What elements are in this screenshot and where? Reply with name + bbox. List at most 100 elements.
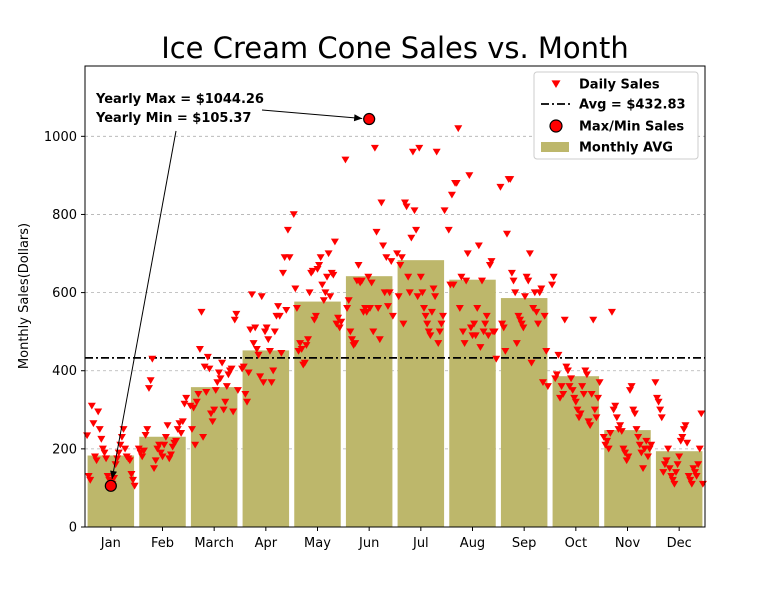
daily-sales-point xyxy=(397,254,406,262)
daily-sales-point xyxy=(252,346,261,353)
bar xyxy=(345,276,393,527)
daily-sales-point xyxy=(599,433,608,441)
daily-sales-point xyxy=(347,336,356,344)
daily-sales-point xyxy=(163,422,172,430)
daily-sales-point xyxy=(143,426,152,433)
extreme-marker xyxy=(363,112,376,126)
daily-sales-point xyxy=(520,293,529,301)
daily-sales-point xyxy=(506,176,515,183)
daily-sales-point xyxy=(264,336,273,344)
daily-sales-point xyxy=(471,332,480,340)
daily-sales-point xyxy=(413,293,422,301)
daily-sales-point xyxy=(684,473,693,480)
daily-sales-point xyxy=(130,482,139,490)
daily-sales-point xyxy=(188,426,196,433)
daily-sales-point xyxy=(354,262,363,269)
daily-sales-point xyxy=(344,297,353,305)
daily-sales-point xyxy=(269,367,278,375)
daily-sales-point xyxy=(182,394,191,402)
daily-sales-point xyxy=(151,457,160,465)
daily-sales-point xyxy=(318,281,327,289)
daily-sales-point xyxy=(573,406,582,414)
daily-sales-point xyxy=(592,414,601,422)
daily-sales-point xyxy=(98,445,107,453)
daily-sales-point xyxy=(665,465,674,472)
daily-sales-point xyxy=(394,293,403,301)
daily-sales-point xyxy=(647,441,656,449)
annotation-arrow-line xyxy=(261,109,363,119)
daily-sales-point xyxy=(285,254,294,262)
daily-sales-point xyxy=(246,326,255,334)
daily-sales-point xyxy=(259,379,268,387)
daily-sales-point xyxy=(232,310,241,318)
daily-sales-point xyxy=(437,320,446,328)
daily-sales-point xyxy=(424,328,433,336)
legend-label: Daily Sales xyxy=(579,78,660,93)
daily-sales-point xyxy=(534,320,543,328)
x-axis: Jan Feb March Apr May Jun Jul Aug Sep Oct Nov Dec xyxy=(100,527,692,551)
daily-sales-point xyxy=(177,430,186,437)
daily-sales-point xyxy=(635,441,644,449)
daily-sales-point xyxy=(191,441,200,449)
daily-sales-point xyxy=(432,148,441,156)
daily-sales-point xyxy=(173,426,182,433)
legend-label: Monthly AVG xyxy=(579,141,673,156)
daily-sales-point xyxy=(161,433,170,441)
daily-sales-point xyxy=(213,379,222,387)
daily-sales-point xyxy=(324,250,333,258)
daily-sales-point xyxy=(229,408,238,416)
daily-sales-point xyxy=(364,273,373,281)
daily-sales-point xyxy=(681,422,690,430)
daily-sales-point xyxy=(594,394,602,402)
annotation-arrow-head xyxy=(110,470,117,479)
daily-sales-point xyxy=(297,346,306,353)
daily-sales-point xyxy=(214,369,223,377)
daily-sales-point xyxy=(487,258,496,265)
daily-sales-point xyxy=(208,418,217,426)
daily-sales-point xyxy=(375,336,384,344)
daily-sales-point xyxy=(470,320,479,328)
daily-sales-point xyxy=(302,342,311,349)
daily-sales-point xyxy=(351,340,360,347)
daily-sales-point xyxy=(512,340,521,347)
x-tick-label: Feb xyxy=(151,536,174,551)
daily-sales-point xyxy=(267,379,276,387)
daily-sales-point xyxy=(218,359,227,367)
daily-sales-point xyxy=(576,410,585,418)
daily-sales-point xyxy=(279,269,288,277)
daily-sales-point xyxy=(247,291,256,299)
x-tick-label: Aug xyxy=(460,536,485,551)
daily-sales-point xyxy=(639,465,648,472)
x-tick-label: Sep xyxy=(512,536,537,551)
daily-sales-point xyxy=(560,316,569,324)
daily-sales-point xyxy=(277,349,286,357)
bar xyxy=(294,301,341,527)
x-tick-label: Jan xyxy=(100,536,121,551)
bar xyxy=(397,260,445,527)
daily-sales-point xyxy=(423,320,432,328)
daily-sales-point xyxy=(172,437,181,445)
daily-sales-point xyxy=(86,476,95,484)
daily-sales-point xyxy=(668,476,677,484)
daily-sales-point xyxy=(219,406,228,414)
daily-sales-point xyxy=(479,328,488,336)
daily-sales-point xyxy=(192,398,201,406)
annotation-label: Yearly Min = $105.37 xyxy=(95,111,251,126)
daily-sales-point xyxy=(568,387,577,394)
daily-sales-point xyxy=(332,320,341,328)
daily-sales-point xyxy=(305,289,314,297)
bar xyxy=(604,430,651,527)
annotations: Yearly Max = $1044.26 Yearly Min = $105.3… xyxy=(95,92,363,480)
x-tick-label: Nov xyxy=(615,536,641,551)
daily-sales-point xyxy=(482,312,491,320)
monthly-average-bars xyxy=(87,260,703,527)
annotation-arrow-head xyxy=(353,114,363,122)
daily-sales-point xyxy=(511,289,520,297)
daily-sales-point xyxy=(435,328,444,336)
daily-sales-point xyxy=(589,316,598,324)
daily-sales-point xyxy=(265,347,274,355)
bar xyxy=(242,350,290,527)
daily-sales-point xyxy=(462,277,471,285)
x-tick-label: Dec xyxy=(667,536,692,551)
daily-sales-point xyxy=(637,449,646,457)
